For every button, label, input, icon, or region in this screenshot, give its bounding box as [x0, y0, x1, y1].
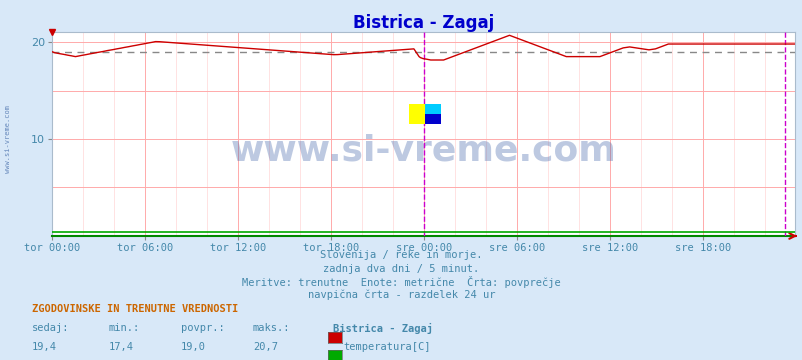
Text: ZGODOVINSKE IN TRENUTNE VREDNOSTI: ZGODOVINSKE IN TRENUTNE VREDNOSTI	[32, 304, 238, 314]
Text: www.si-vreme.com: www.si-vreme.com	[230, 133, 616, 167]
Text: Meritve: trenutne  Enote: metrične  Črta: povprečje: Meritve: trenutne Enote: metrične Črta: …	[242, 276, 560, 288]
Text: 19,4: 19,4	[32, 342, 57, 352]
Text: www.si-vreme.com: www.si-vreme.com	[5, 105, 11, 172]
Text: 17,4: 17,4	[108, 342, 133, 352]
Bar	[424, 114, 441, 124]
Text: min.:: min.:	[108, 323, 140, 333]
Text: temperatura[C]: temperatura[C]	[343, 342, 430, 352]
Text: maks.:: maks.:	[253, 323, 290, 333]
Bar	[424, 104, 441, 114]
Text: 20,7: 20,7	[253, 342, 277, 352]
Bar	[408, 104, 424, 124]
Text: navpična črta - razdelek 24 ur: navpična črta - razdelek 24 ur	[307, 289, 495, 300]
Text: sedaj:: sedaj:	[32, 323, 70, 333]
Title: Bistrica - Zagaj: Bistrica - Zagaj	[353, 14, 493, 32]
Text: povpr.:: povpr.:	[180, 323, 224, 333]
Text: Slovenija / reke in morje.: Slovenija / reke in morje.	[320, 250, 482, 260]
Text: Bistrica - Zagaj: Bistrica - Zagaj	[333, 323, 433, 334]
Text: 19,0: 19,0	[180, 342, 205, 352]
Text: zadnja dva dni / 5 minut.: zadnja dva dni / 5 minut.	[323, 264, 479, 274]
